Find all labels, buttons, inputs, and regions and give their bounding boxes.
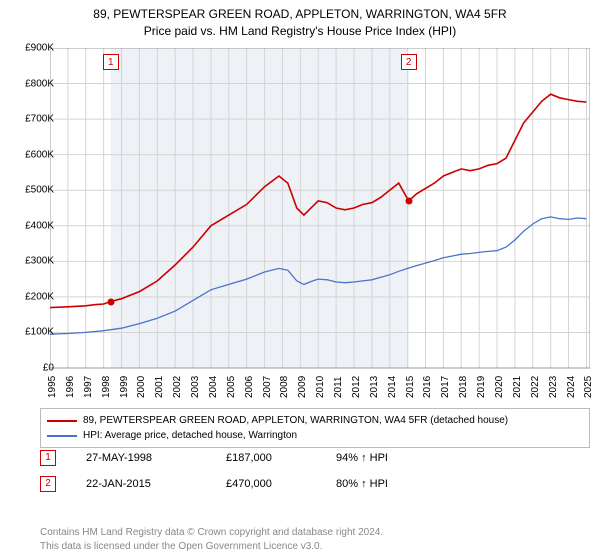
y-tick-label: £700K	[8, 114, 54, 125]
x-tick-label: 2015	[405, 376, 416, 398]
footer-line-1: Contains HM Land Registry data © Crown c…	[40, 526, 383, 540]
sale-price: £470,000	[226, 478, 306, 490]
x-tick-label: 2000	[136, 376, 147, 398]
x-tick-label: 2023	[548, 376, 559, 398]
y-tick-label: £400K	[8, 220, 54, 231]
sale-dot	[107, 298, 114, 305]
title-line-1: 89, PEWTERSPEAR GREEN ROAD, APPLETON, WA…	[0, 6, 600, 23]
x-tick-label: 2011	[333, 376, 344, 398]
chart-container: 89, PEWTERSPEAR GREEN ROAD, APPLETON, WA…	[0, 0, 600, 560]
legend: 89, PEWTERSPEAR GREEN ROAD, APPLETON, WA…	[40, 408, 590, 448]
sale-marker: 1	[40, 450, 56, 466]
x-tick-label: 2017	[440, 376, 451, 398]
x-tick-label: 2012	[351, 376, 362, 398]
x-tick-label: 2021	[512, 376, 523, 398]
x-tick-label: 2001	[154, 376, 165, 398]
sale-date: 22-JAN-2015	[86, 478, 196, 490]
x-tick-label: 2005	[226, 376, 237, 398]
sale-hpi: 80% ↑ HPI	[336, 478, 426, 490]
sale-price: £187,000	[226, 452, 306, 464]
x-tick-label: 2004	[208, 376, 219, 398]
y-tick-label: £100K	[8, 327, 54, 338]
x-tick-label: 2008	[279, 376, 290, 398]
x-tick-label: 2020	[494, 376, 505, 398]
sale-row-2: 2 22-JAN-2015 £470,000 80% ↑ HPI	[40, 476, 426, 492]
y-tick-label: £500K	[8, 185, 54, 196]
y-tick-label: £800K	[8, 78, 54, 89]
x-tick-label: 2003	[190, 376, 201, 398]
x-tick-label: 2022	[530, 376, 541, 398]
x-tick-label: 2025	[583, 376, 594, 398]
y-tick-label: £900K	[8, 43, 54, 54]
x-tick-label: 2024	[566, 376, 577, 398]
sale-date: 27-MAY-1998	[86, 452, 196, 464]
chart-plot	[50, 48, 590, 398]
x-tick-label: 2006	[244, 376, 255, 398]
x-tick-label: 1999	[119, 376, 130, 398]
x-tick-label: 2002	[172, 376, 183, 398]
y-tick-label: £300K	[8, 256, 54, 267]
sale-marker: 2	[40, 476, 56, 492]
legend-swatch	[47, 435, 77, 437]
x-tick-label: 2016	[422, 376, 433, 398]
x-tick-label: 1998	[101, 376, 112, 398]
legend-label: 89, PEWTERSPEAR GREEN ROAD, APPLETON, WA…	[83, 413, 508, 428]
legend-item-hpi: HPI: Average price, detached house, Warr…	[47, 428, 583, 443]
footer-line-2: This data is licensed under the Open Gov…	[40, 540, 383, 554]
x-tick-label: 2013	[369, 376, 380, 398]
sale-dot	[405, 197, 412, 204]
legend-label: HPI: Average price, detached house, Warr…	[83, 428, 297, 443]
sale-label-box: 2	[401, 54, 417, 70]
x-tick-label: 2010	[315, 376, 326, 398]
y-tick-label: £200K	[8, 291, 54, 302]
x-tick-label: 1996	[65, 376, 76, 398]
sale-label-box: 1	[103, 54, 119, 70]
x-tick-label: 1997	[83, 376, 94, 398]
legend-swatch	[47, 420, 77, 422]
x-tick-label: 2014	[387, 376, 398, 398]
x-tick-label: 2018	[458, 376, 469, 398]
x-tick-label: 1995	[47, 376, 58, 398]
title-line-2: Price paid vs. HM Land Registry's House …	[0, 23, 600, 40]
footer-note: Contains HM Land Registry data © Crown c…	[40, 526, 383, 554]
sale-row-1: 1 27-MAY-1998 £187,000 94% ↑ HPI	[40, 450, 426, 466]
title-block: 89, PEWTERSPEAR GREEN ROAD, APPLETON, WA…	[0, 0, 600, 40]
x-tick-label: 2019	[476, 376, 487, 398]
y-tick-label: £600K	[8, 149, 54, 160]
x-tick-label: 2007	[262, 376, 273, 398]
sale-hpi: 94% ↑ HPI	[336, 452, 426, 464]
x-tick-label: 2009	[297, 376, 308, 398]
legend-item-property: 89, PEWTERSPEAR GREEN ROAD, APPLETON, WA…	[47, 413, 583, 428]
y-tick-label: £0	[8, 363, 54, 374]
